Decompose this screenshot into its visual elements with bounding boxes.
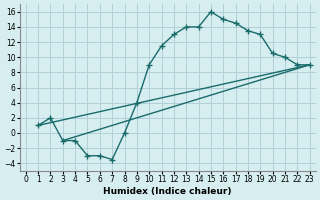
X-axis label: Humidex (Indice chaleur): Humidex (Indice chaleur) [103,187,232,196]
